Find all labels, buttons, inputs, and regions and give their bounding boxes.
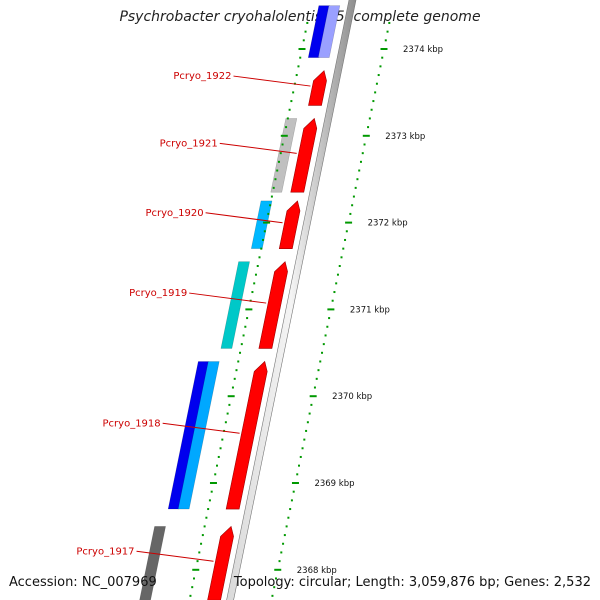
kbp-tick-label: 2374 kbp [403,45,443,55]
gene-arrow[interactable] [278,200,301,249]
map-title: Psychrobacter cryohalolentis K5, complet… [119,9,481,25]
gene-label: Pcryo_1919 [129,288,187,299]
gene-arrow[interactable] [225,360,268,510]
gene-label: Pcryo_1918 [103,418,161,429]
kbp-tick-label: 2373 kbp [385,132,425,142]
feature-bar [270,118,298,193]
gene-label: Pcryo_1922 [173,71,231,82]
kbp-tick-label: 2372 kbp [368,219,408,229]
feature-bar [317,5,341,58]
gene-label: Pcryo_1917 [76,546,134,557]
gene-label: Pcryo_1920 [145,208,203,219]
kbp-tick-label: 2369 kbp [314,479,354,489]
genome-summary-text: Topology: circular; Length: 3,059,876 bp… [233,575,591,590]
gene-leader-line [136,550,214,562]
feature-track [139,5,341,600]
gene-leader-line [189,292,267,304]
backbone [226,0,357,600]
kbp-tick-label: 2370 kbp [332,392,372,402]
gene-arrow[interactable] [308,70,327,106]
gene-leader-line [162,422,240,434]
kbp-scale: 2374 kbp 2373 kbp 2372 kbp 2371 kbp 2370 kbp… [189,21,443,597]
gene-leader-line [219,142,297,154]
gene-label: Pcryo_1921 [160,138,218,149]
gene-leader-line [205,212,283,224]
gene-labels: Pcryo_1922 Pcryo_1921 Pcryo_1920 Pcryo_1919… [76,71,311,562]
feature-bar [220,261,250,349]
gene-arrow[interactable] [258,261,288,349]
gene-arrow[interactable] [207,525,234,600]
gene-arrow[interactable] [290,117,318,193]
gene-track [207,70,327,600]
gene-leader-line [233,75,311,87]
feature-bar [177,361,220,510]
kbp-tick-label: 2371 kbp [350,305,390,315]
kbp-tick-label: 2368 kbp [297,566,337,576]
accession-text: Accession: NC_007969 [9,575,157,590]
feature-bar [139,526,166,600]
feature-bar [250,200,273,249]
backbone-bar [226,0,357,600]
